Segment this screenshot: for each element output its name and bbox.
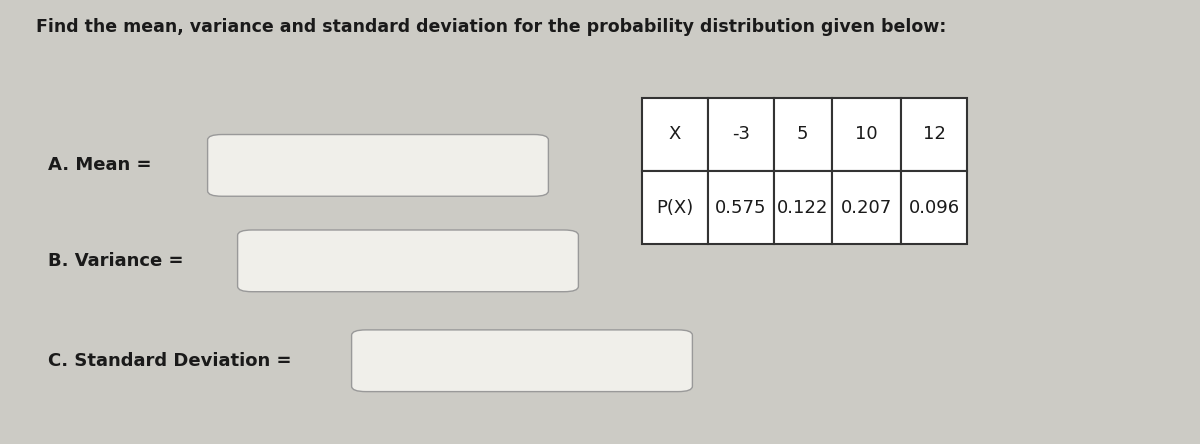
Bar bbox=[708, 98, 774, 171]
Text: 0.122: 0.122 bbox=[778, 198, 828, 217]
Text: 10: 10 bbox=[856, 125, 877, 143]
Bar bbox=[832, 98, 901, 171]
Bar bbox=[901, 171, 967, 244]
Text: B. Variance =: B. Variance = bbox=[48, 252, 184, 270]
Text: 5: 5 bbox=[797, 125, 809, 143]
Bar bbox=[901, 98, 967, 171]
Text: 0.207: 0.207 bbox=[841, 198, 892, 217]
Text: C. Standard Deviation =: C. Standard Deviation = bbox=[48, 352, 292, 370]
Bar bbox=[642, 98, 708, 171]
FancyBboxPatch shape bbox=[208, 135, 548, 196]
Bar bbox=[774, 171, 832, 244]
Text: X: X bbox=[668, 125, 682, 143]
Text: A. Mean =: A. Mean = bbox=[48, 156, 151, 174]
FancyBboxPatch shape bbox=[352, 330, 692, 392]
Bar bbox=[642, 171, 708, 244]
Text: P(X): P(X) bbox=[656, 198, 694, 217]
Bar bbox=[708, 171, 774, 244]
Text: 0.575: 0.575 bbox=[715, 198, 767, 217]
Text: -3: -3 bbox=[732, 125, 750, 143]
Text: 12: 12 bbox=[923, 125, 946, 143]
Text: Find the mean, variance and standard deviation for the probability distribution : Find the mean, variance and standard dev… bbox=[36, 18, 947, 36]
Text: 0.096: 0.096 bbox=[908, 198, 960, 217]
Bar bbox=[774, 98, 832, 171]
Bar bbox=[832, 171, 901, 244]
FancyBboxPatch shape bbox=[238, 230, 578, 292]
